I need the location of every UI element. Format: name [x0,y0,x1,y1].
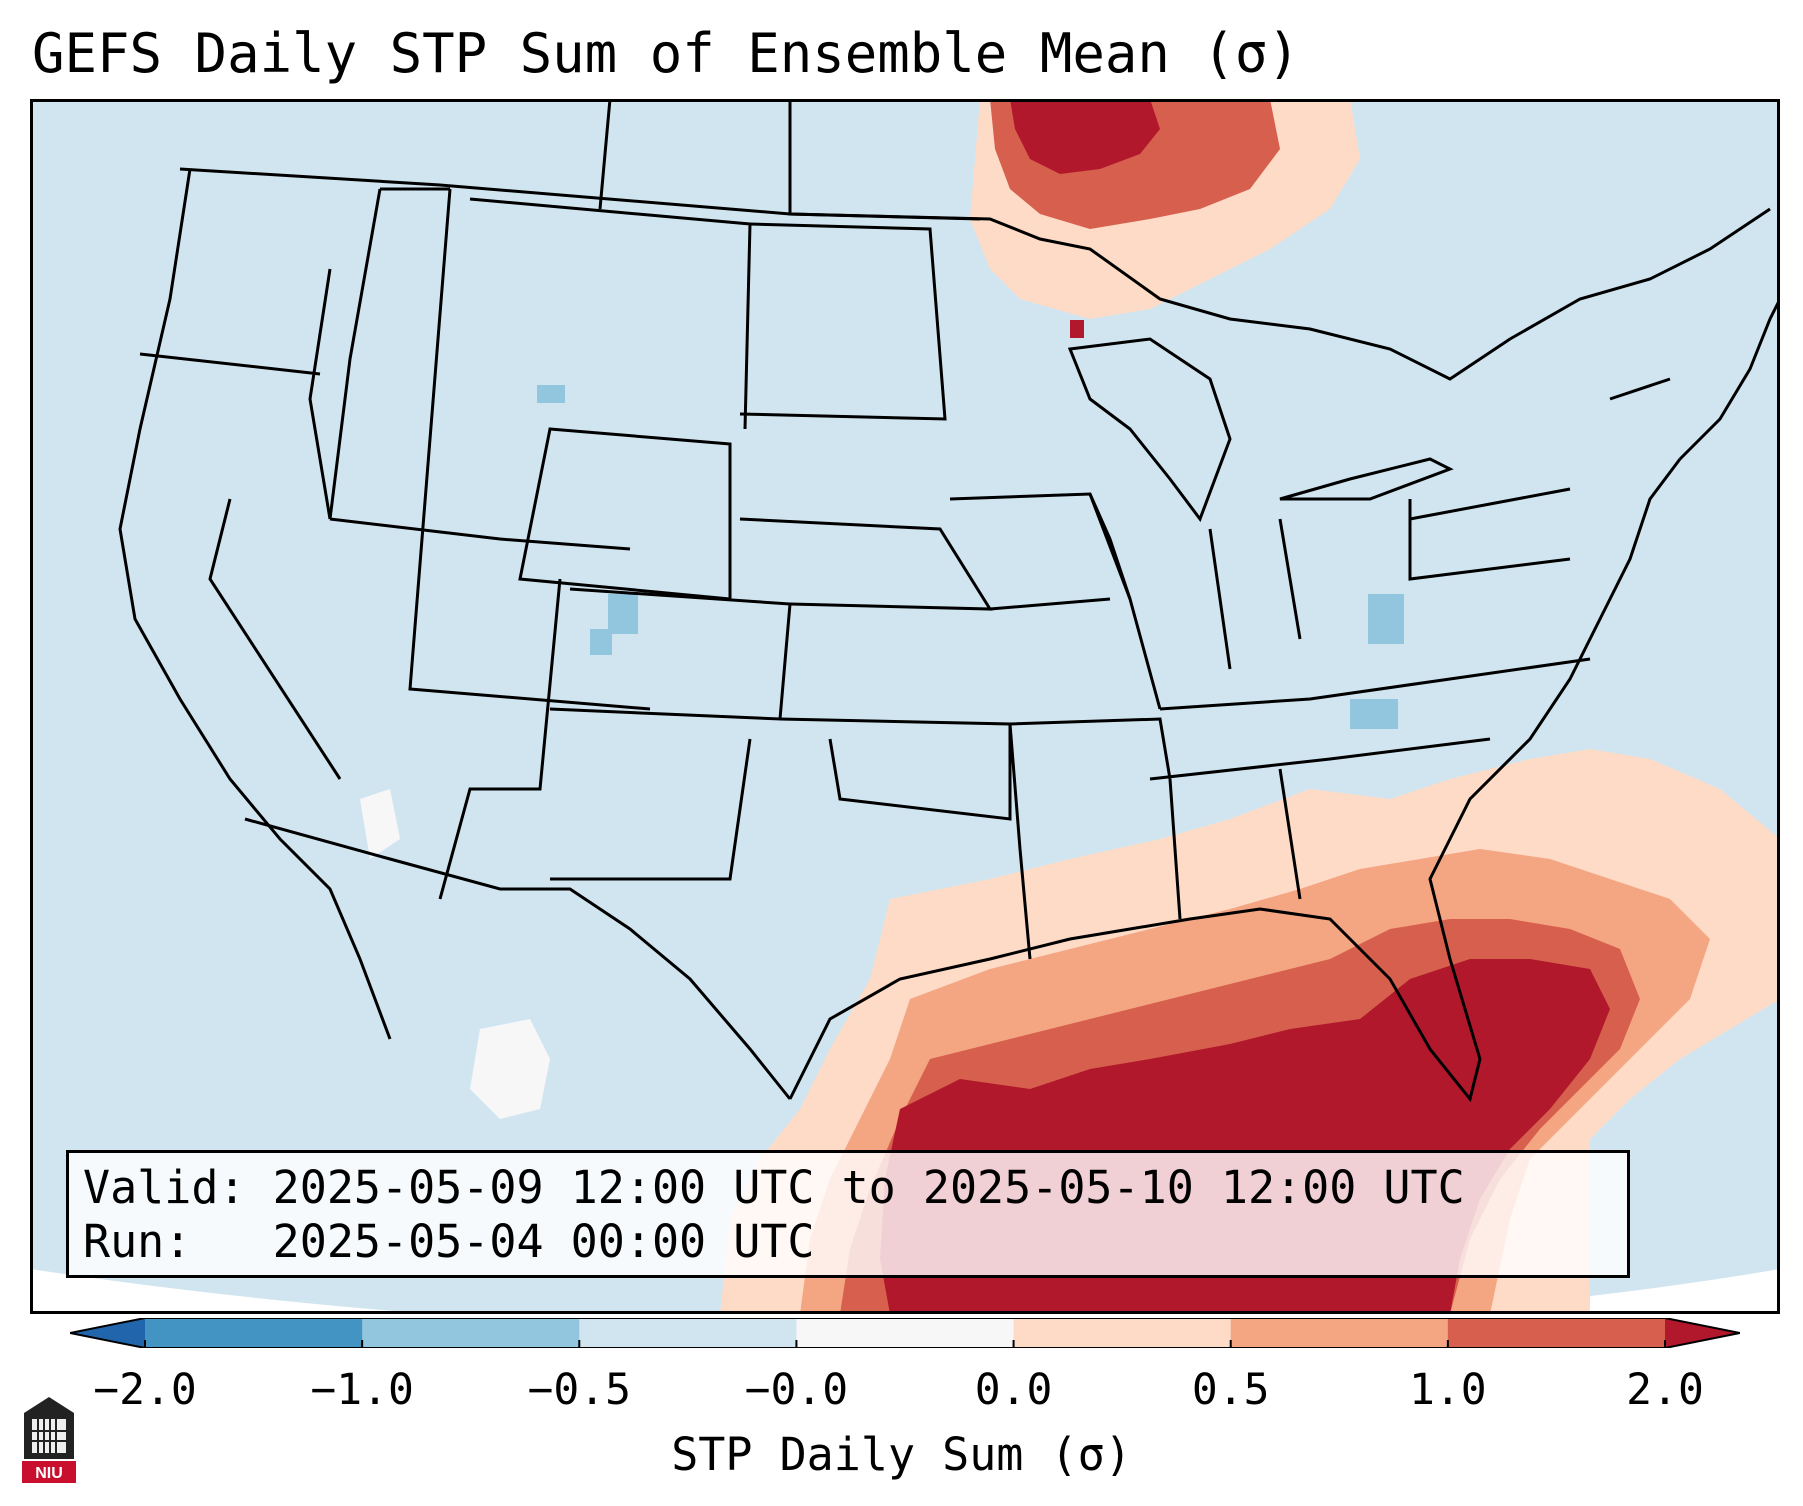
run-time-text: Run: 2025-05-04 00:00 UTC [83,1215,815,1268]
colorbar-tick-label: −0.5 [527,1365,632,1415]
state-line [989,597,1111,611]
lake-erie [1279,457,1454,501]
state-line [1009,717,1172,780]
great-lakes-outline [1067,337,1232,523]
state-line [598,99,612,210]
colorbar-bin [796,1318,1015,1348]
valid-time-text: Valid: 2025-05-09 12:00 UTC to 2025-05-1… [83,1161,1465,1214]
state-line [739,517,993,611]
colorbar-bin [1447,1318,1666,1348]
colorbar-bin [145,1318,363,1348]
state-line [1088,493,1132,600]
niu-logo: NIU [20,1395,78,1485]
state-line [1008,723,1032,960]
state-line [739,222,947,421]
colorbar-bin [1013,1318,1232,1348]
colorbar-tick-label: 0.5 [1191,1365,1270,1415]
west-coast [118,168,392,1040]
chart-title: GEFS Daily STP Sum of Ensemble Mean (σ) [32,22,1300,85]
map-border [30,99,1780,1314]
state-line [329,517,631,551]
colorbar-bin [1230,1318,1449,1348]
state-line [408,188,651,711]
state-line [1278,768,1302,900]
colorbar-tick-label: −0.0 [744,1365,849,1415]
colorbar-svg [69,1317,1741,1349]
neutral-patch-mexico [470,1019,550,1119]
state-line [1208,528,1232,670]
state-line [779,717,1012,821]
state-line [139,352,321,376]
valid-run-info-box: Valid: 2025-05-09 12:00 UTC to 2025-05-1… [66,1150,1630,1278]
neg-cell-wv [1368,594,1404,644]
colorbar-tick-label: 2.0 [1626,1365,1704,1415]
state-line [1408,499,1571,581]
state-line [549,587,792,721]
state-line [1409,487,1571,521]
boundaries [118,99,1780,1103]
neg-cell-tn [1350,699,1398,729]
colorbar-tick-label: 1.0 [1409,1365,1487,1415]
neg-cell-colorado [608,594,638,634]
neg-cell-colorado-2 [590,629,612,655]
state-line [949,492,1162,710]
map-panel [30,99,1780,1314]
state-line [438,578,562,900]
colorbar-bin [362,1318,580,1348]
state-line [1278,518,1302,640]
colorbar-tick-label: −1.0 [310,1365,414,1415]
projection-edge [30,1269,1780,1314]
state-line [1159,657,1591,711]
us-mexico-border [244,817,792,1100]
east-coast-ne [1678,298,1780,461]
niu-logo-icon: NIU [22,1397,76,1483]
state-line [328,188,382,520]
state-line [550,738,752,881]
neutral-patch-baja [360,789,400,859]
state-line [1609,377,1671,401]
colorbar-label: STP Daily Sum (σ) [671,1428,1132,1481]
neg-cell-wyoming [537,385,565,403]
state-line [1149,737,1491,781]
state-line [308,268,332,520]
map-svg [30,99,1780,1314]
colorbar [69,1317,1741,1349]
colorbar-bin [579,1318,797,1348]
colorbar-under-extension [70,1318,145,1348]
state-line [208,498,342,780]
high-core-canada [1010,99,1160,174]
colorbar-over-extension [1665,1318,1740,1348]
high-cell-superior [1070,320,1084,338]
logo-text: NIU [35,1465,63,1482]
state-line [1168,778,1182,920]
colorbar-tick-label: −2.0 [93,1365,197,1415]
state-line [788,99,981,221]
colorbar-tick-label: 0.0 [974,1365,1053,1415]
